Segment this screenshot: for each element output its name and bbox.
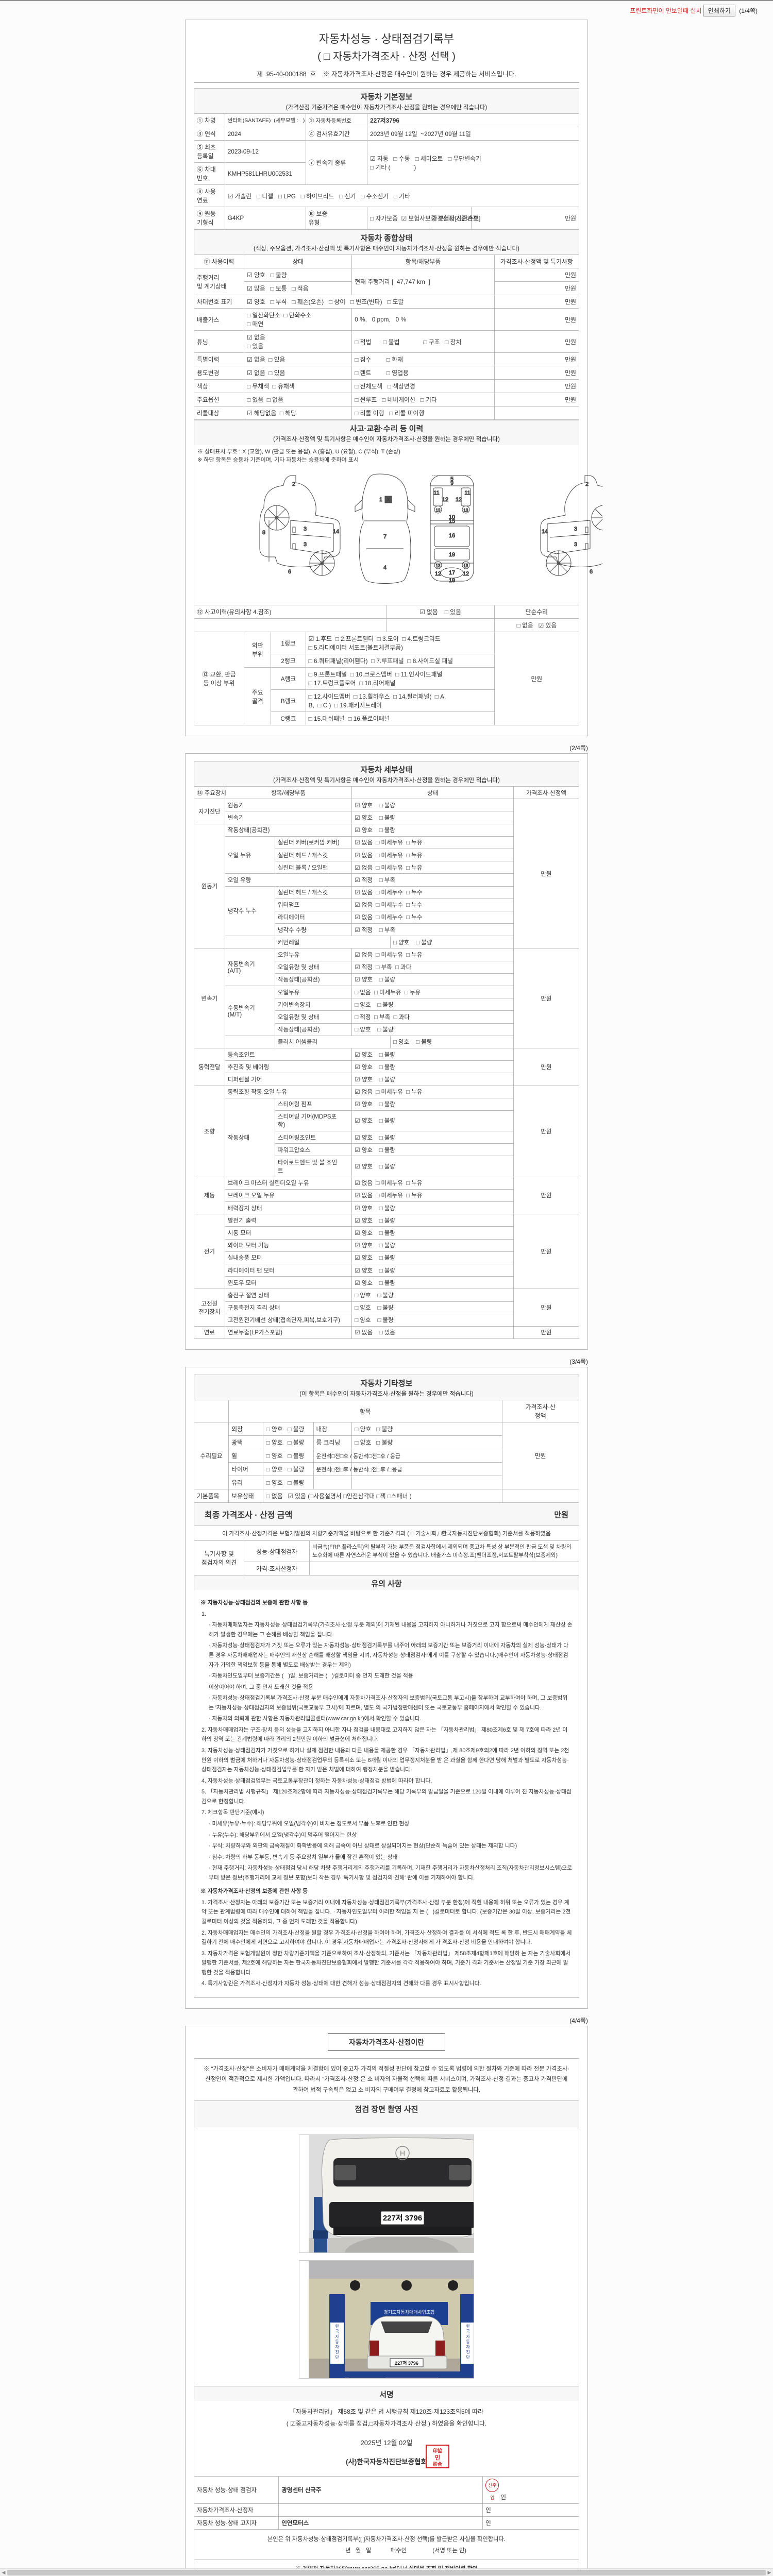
svg-text:국: 국 — [335, 2329, 339, 2334]
svg-text:경기도자동차매매사업조합: 경기도자동차매매사업조합 — [383, 2309, 434, 2315]
svg-text:12: 12 — [435, 571, 441, 577]
svg-text:印協: 印協 — [433, 2448, 442, 2453]
svg-text:6: 6 — [288, 569, 291, 575]
svg-text:3: 3 — [304, 526, 307, 532]
svg-text:12: 12 — [442, 497, 448, 503]
svg-text:11: 11 — [433, 490, 439, 496]
svg-text:15: 15 — [449, 518, 455, 524]
svg-text:3: 3 — [574, 541, 577, 548]
svg-text:2: 2 — [585, 481, 589, 487]
svg-text:9: 9 — [450, 480, 453, 486]
svg-text:17: 17 — [449, 570, 455, 576]
svg-text:19: 19 — [449, 552, 455, 558]
svg-text:12: 12 — [456, 497, 462, 503]
svg-text:16: 16 — [449, 533, 455, 539]
svg-text:국: 국 — [466, 2329, 469, 2334]
svg-text:12: 12 — [463, 571, 469, 577]
svg-text:13: 13 — [436, 508, 441, 513]
svg-text:진: 진 — [466, 2349, 469, 2354]
svg-text:1: 1 — [379, 497, 382, 503]
svg-text:한: 한 — [335, 2324, 339, 2329]
svg-text:한: 한 — [466, 2324, 470, 2329]
svg-text:동: 동 — [335, 2340, 339, 2344]
svg-text:8: 8 — [262, 530, 265, 536]
svg-text:차: 차 — [335, 2345, 339, 2349]
svg-text:단: 단 — [466, 2354, 470, 2360]
svg-text:7: 7 — [383, 534, 386, 540]
svg-text:227저 3796: 227저 3796 — [395, 2360, 418, 2366]
svg-text:자: 자 — [335, 2334, 339, 2339]
svg-text:민: 민 — [435, 2454, 440, 2461]
svg-text:13: 13 — [464, 564, 468, 568]
svg-text:3: 3 — [304, 541, 307, 548]
svg-text:14: 14 — [542, 529, 548, 535]
svg-text:11: 11 — [464, 490, 470, 496]
svg-text:진: 진 — [335, 2349, 339, 2354]
svg-text:診合: 診合 — [433, 2461, 443, 2467]
svg-text:2: 2 — [292, 481, 295, 487]
svg-text:14: 14 — [333, 529, 339, 535]
svg-text:4: 4 — [383, 565, 386, 571]
svg-text:13: 13 — [464, 508, 468, 513]
svg-text:6: 6 — [590, 569, 593, 575]
svg-text:자: 자 — [466, 2334, 470, 2339]
svg-text:227저 3796: 227저 3796 — [383, 2214, 422, 2223]
svg-text:X: X — [386, 497, 390, 503]
svg-text:18: 18 — [449, 578, 455, 584]
svg-text:13: 13 — [436, 564, 441, 568]
svg-text:H: H — [400, 2149, 405, 2157]
svg-text:동: 동 — [466, 2340, 469, 2344]
svg-text:차: 차 — [466, 2345, 470, 2349]
svg-text:단: 단 — [335, 2354, 339, 2360]
svg-text:3: 3 — [574, 526, 577, 532]
